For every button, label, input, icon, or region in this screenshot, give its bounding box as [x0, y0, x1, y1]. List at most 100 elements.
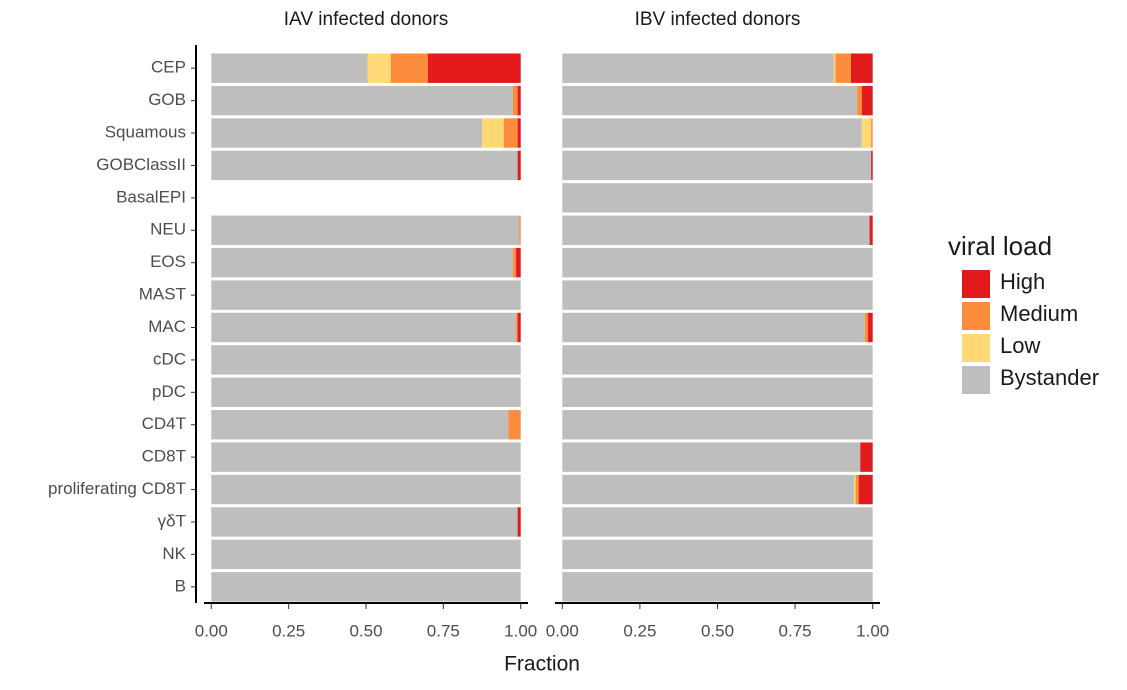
bar-segment [861, 118, 872, 148]
legend-label: Medium [1000, 301, 1078, 326]
x-tick-label: 0.75 [427, 621, 460, 640]
y-tick-label: GOBClassII [96, 155, 186, 174]
y-tick-label: proliferating CD8T [48, 479, 186, 498]
bar-segment [562, 345, 873, 375]
y-tick-label: EOS [150, 252, 186, 271]
legend-key [962, 366, 990, 394]
y-tick-label: NK [162, 544, 186, 563]
bar-segment [211, 247, 513, 278]
bar-segment [211, 539, 521, 570]
bar-segment [211, 345, 521, 375]
y-tick-label: Squamous [105, 123, 186, 142]
bar-segment [211, 410, 509, 440]
bar-segment [562, 410, 873, 440]
bar-segment [482, 118, 504, 148]
bar-segment [562, 474, 855, 505]
bar-segment [427, 53, 521, 83]
bar-segment [562, 247, 873, 278]
bar-segment [211, 85, 513, 116]
legend-label: Bystander [1000, 365, 1099, 390]
x-tick-label: 0.75 [779, 621, 812, 640]
legend-title: viral load [948, 231, 1052, 261]
x-tick-label: 0.50 [349, 621, 382, 640]
legend-key [962, 302, 990, 330]
bar-segment [562, 442, 861, 472]
legend-key [962, 334, 990, 362]
bar-segment [562, 118, 862, 148]
y-tick-label: GOB [148, 90, 186, 109]
legend-label: High [1000, 269, 1045, 294]
panel-title: IAV infected donors [284, 9, 448, 30]
bar-segment [868, 312, 873, 343]
bar-segment [516, 247, 521, 278]
bar-segment [562, 377, 873, 408]
x-tick-label: 1.00 [856, 621, 889, 640]
x-tick-label: 1.00 [504, 621, 537, 640]
bar-segment [833, 53, 836, 83]
legend-key [962, 270, 990, 298]
bar-segment [857, 85, 862, 116]
bar-segment [562, 507, 873, 537]
y-tick-label: γδT [158, 511, 186, 530]
bar-segment [211, 442, 521, 472]
panel-title: IBV infected donors [635, 9, 801, 30]
y-tick-label: cDC [153, 349, 186, 368]
bar-segment [516, 312, 518, 343]
bar-segment [854, 474, 856, 505]
bar-segment [211, 215, 520, 245]
bar-segment [850, 53, 873, 83]
bar-segment [211, 280, 521, 310]
bar-segment [390, 53, 428, 83]
bar-segment [517, 85, 521, 116]
bar-segment [211, 150, 518, 181]
bar-segment [211, 572, 521, 602]
bar-segment [562, 85, 858, 116]
bar-segment [858, 474, 873, 505]
y-tick-label: CEP [151, 58, 186, 77]
legend-label: Low [1000, 333, 1040, 358]
y-tick-label: B [175, 576, 186, 595]
bar-segment [562, 312, 865, 343]
bar-segment [503, 118, 518, 148]
x-axis-label: Fraction [504, 653, 580, 676]
bar-segment [508, 410, 521, 440]
bar-segment [871, 150, 873, 181]
bar-segment [211, 312, 517, 343]
x-tick-label: 0.00 [546, 621, 579, 640]
y-tick-label: MAST [139, 285, 186, 304]
x-tick-label: 0.00 [195, 621, 228, 640]
bar-segment [869, 215, 873, 245]
bar-segment [211, 377, 521, 408]
bar-segment [562, 183, 873, 213]
bar-segment [211, 118, 483, 148]
bar-segment [864, 312, 869, 343]
bar-segment [562, 53, 834, 83]
bar-segment [562, 280, 873, 310]
bar-segment [871, 118, 873, 148]
bar-segment [512, 247, 517, 278]
y-tick-label: pDC [152, 382, 186, 401]
y-tick-label: NEU [150, 220, 186, 239]
y-tick-label: MAC [148, 317, 186, 336]
bar-segment [367, 53, 391, 83]
y-tick-label: CD4T [142, 414, 186, 433]
bar-segment [517, 150, 521, 181]
bar-segment [562, 215, 870, 245]
x-tick-label: 0.50 [701, 621, 734, 640]
y-tick-label: CD8T [142, 447, 186, 466]
y-tick-label: BasalEPI [116, 187, 186, 206]
bar-segment [855, 474, 859, 505]
bar-segment [517, 507, 521, 537]
bar-segment [860, 442, 873, 472]
bar-segment [512, 85, 518, 116]
bar-segment [517, 118, 521, 148]
x-tick-label: 0.25 [623, 621, 656, 640]
bar-segment [211, 474, 521, 505]
bar-segment [519, 215, 521, 245]
bar-segment [562, 150, 872, 181]
x-tick-label: 0.25 [272, 621, 305, 640]
bar-segment [861, 85, 873, 116]
bar-segment [211, 507, 518, 537]
bar-segment [562, 539, 873, 570]
